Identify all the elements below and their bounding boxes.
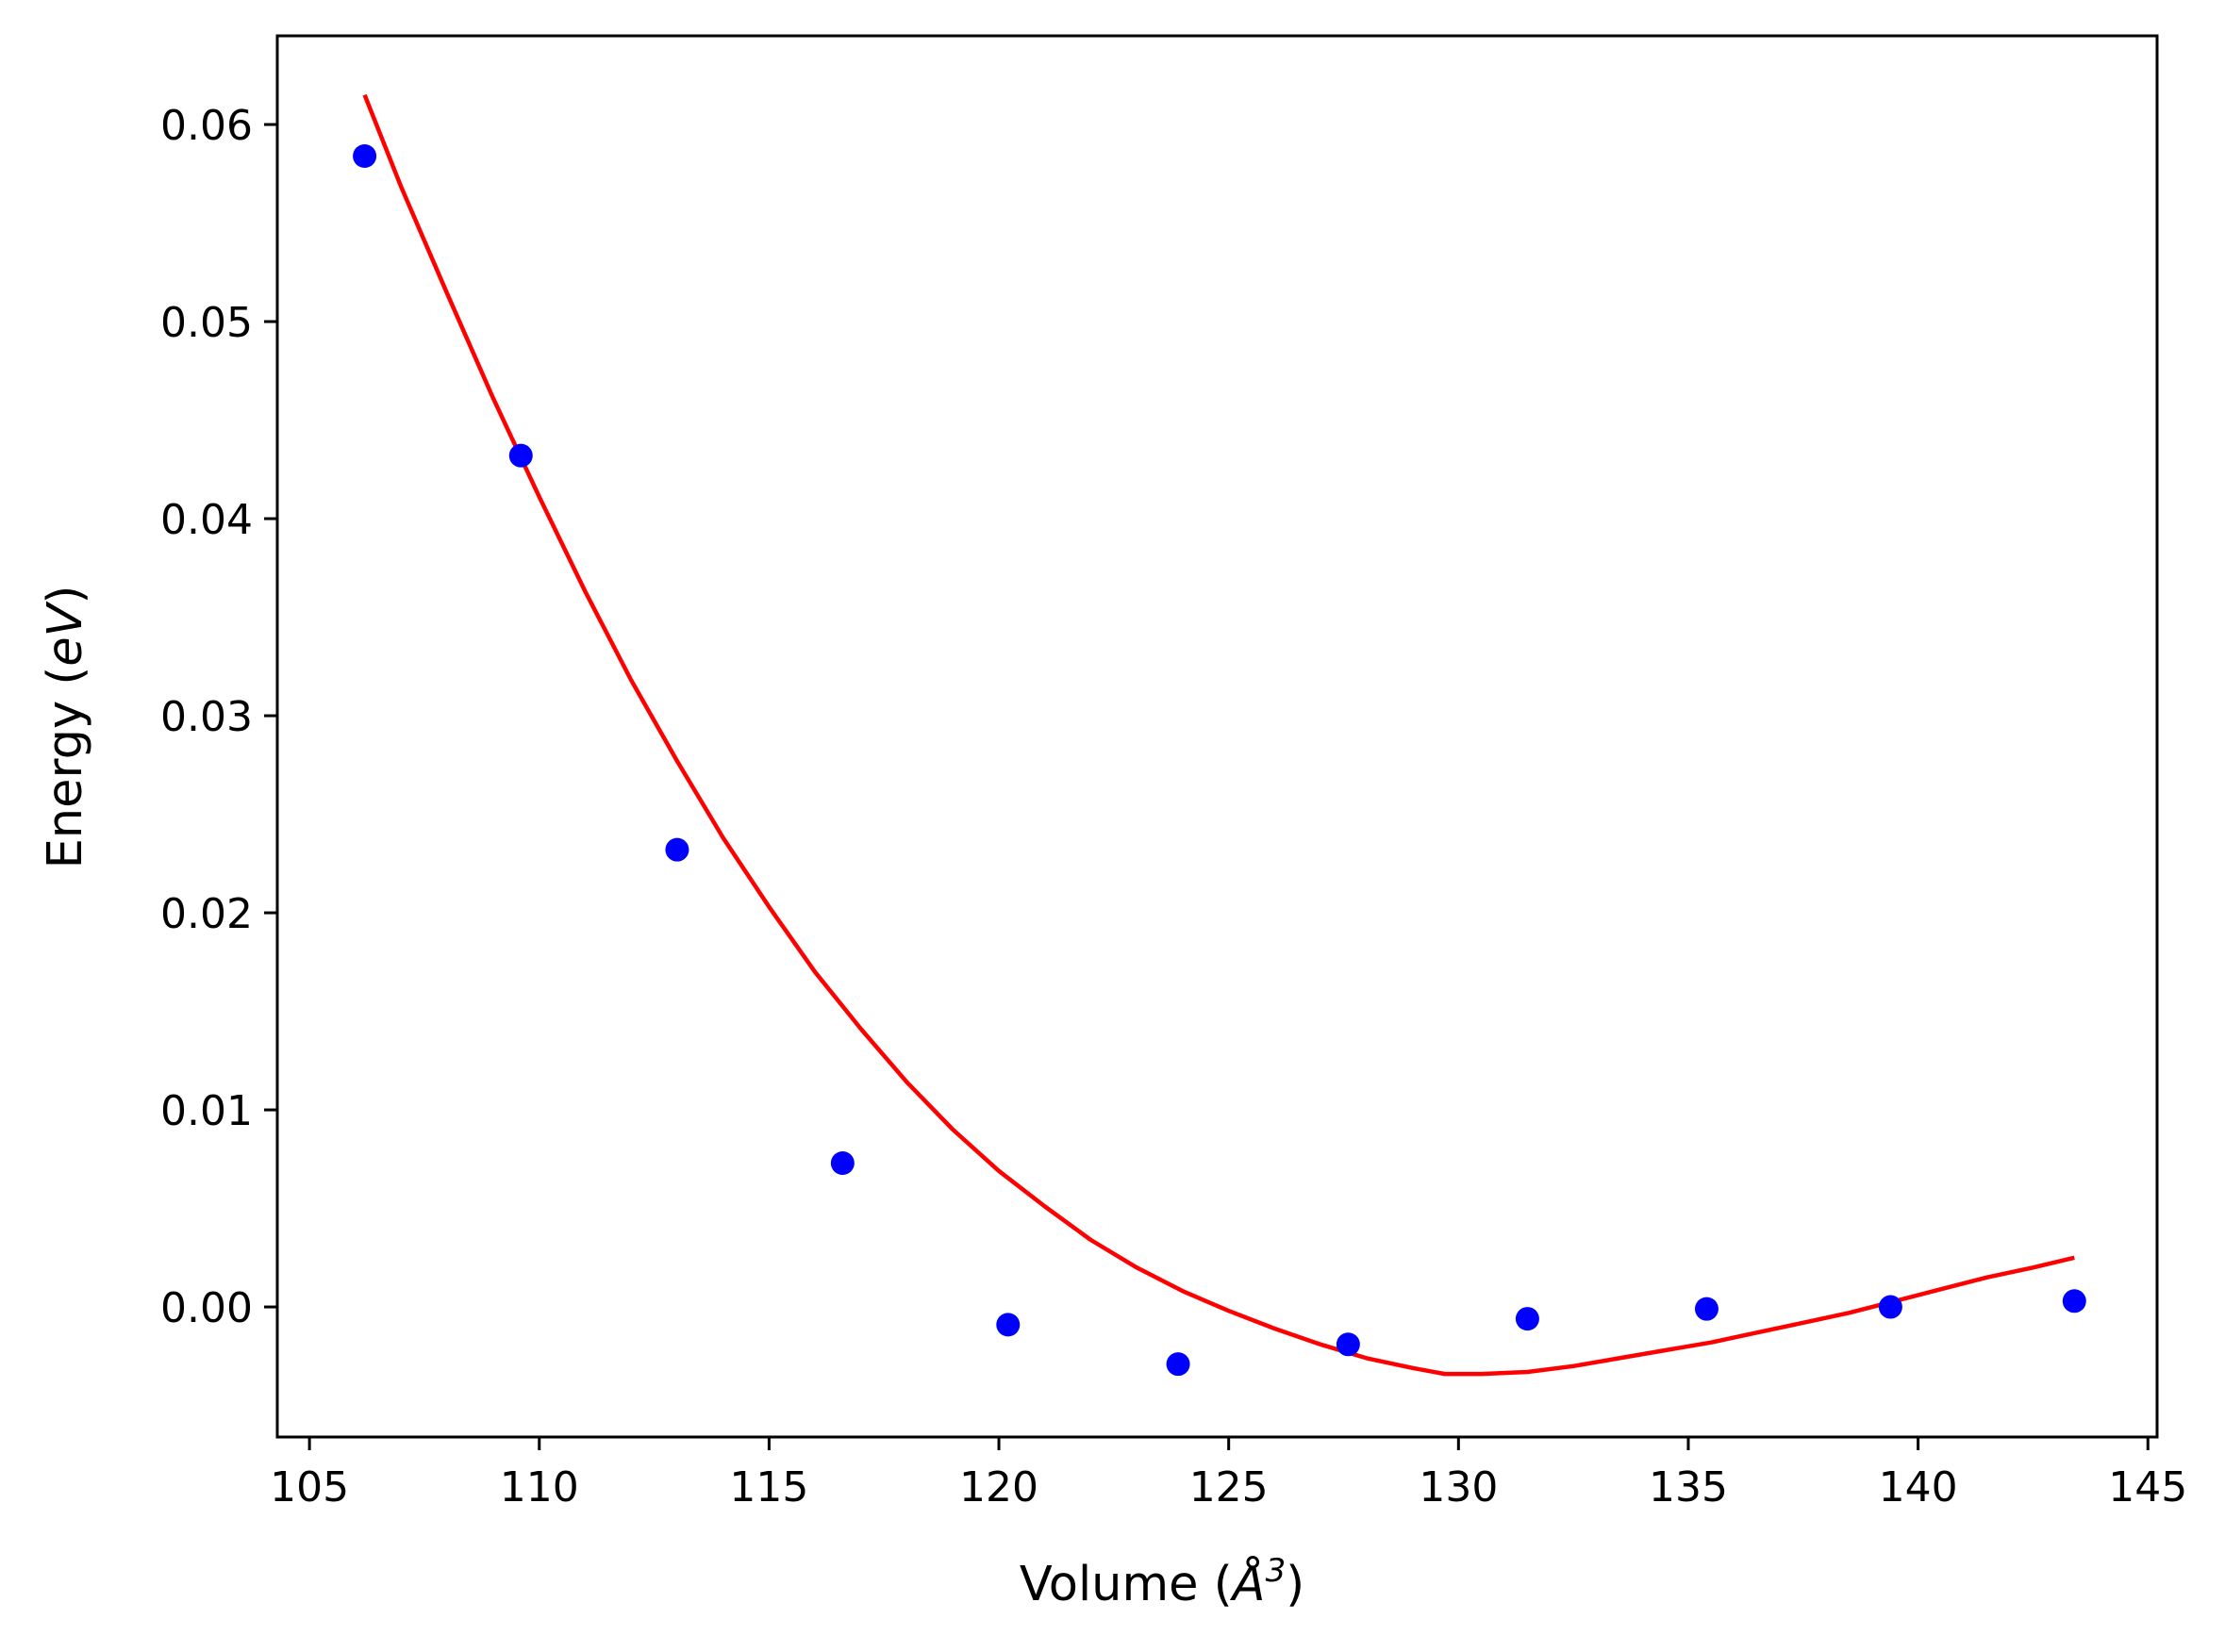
- x-tick-label: 110: [500, 1463, 579, 1512]
- y-tick-label: 0.03: [160, 693, 253, 741]
- x-axis-title: Volume (Å3): [1020, 1552, 1304, 1612]
- y-tick-label: 0.06: [160, 102, 253, 150]
- data-point: [996, 1313, 1021, 1337]
- data-point: [1515, 1307, 1539, 1331]
- x-tick-label: 140: [1879, 1463, 1958, 1512]
- data-point: [2062, 1289, 2086, 1313]
- x-tick-label: 130: [1419, 1463, 1498, 1512]
- data-point: [1336, 1332, 1360, 1357]
- fit-curve-line: [362, 93, 2075, 1377]
- y-tick-label: 0.02: [160, 890, 253, 938]
- x-tick-label: 145: [2108, 1463, 2187, 1512]
- x-tick-label: 120: [959, 1463, 1038, 1512]
- x-axis-ticks: 105 110 115 120 125 130 135 140 145: [270, 1437, 2187, 1512]
- y-tick-label: 0.05: [160, 299, 253, 347]
- data-point: [508, 443, 533, 468]
- y-axis-title: Energy (eV): [38, 586, 93, 869]
- y-axis-ticks: 0.00 0.01 0.02 0.03 0.04 0.05 0.06: [160, 102, 277, 1332]
- data-point: [1166, 1352, 1190, 1377]
- x-tick-label: 105: [270, 1463, 349, 1512]
- plot-frame: [275, 34, 2159, 1439]
- y-tick-label: 0.01: [160, 1087, 253, 1135]
- x-tick-label: 115: [729, 1463, 808, 1512]
- data-point: [665, 837, 689, 862]
- y-tick-label: 0.04: [160, 496, 253, 544]
- data-point: [1878, 1295, 1902, 1319]
- data-point: [830, 1150, 855, 1175]
- x-tick-label: 135: [1649, 1463, 1728, 1512]
- y-tick-label: 0.00: [160, 1284, 253, 1332]
- x-tick-label: 125: [1189, 1463, 1269, 1512]
- data-point: [353, 143, 377, 168]
- plot-area: [353, 93, 2086, 1377]
- data-point: [1694, 1297, 1719, 1321]
